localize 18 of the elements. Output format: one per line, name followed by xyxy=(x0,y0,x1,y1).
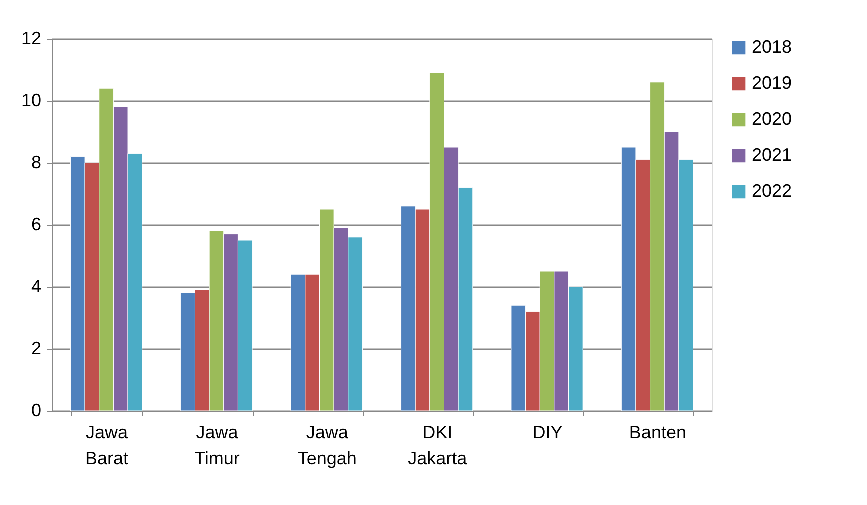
x-tick-label: Jawa Barat xyxy=(86,422,130,468)
y-tick-label: 4 xyxy=(31,276,42,296)
y-tick-label: 8 xyxy=(31,152,42,172)
legend-label: 2021 xyxy=(752,145,792,165)
legend-label: 2022 xyxy=(752,181,792,201)
y-tick-label: 2 xyxy=(31,338,42,358)
y-tick-label: 6 xyxy=(31,214,42,234)
x-tick-label: Jawa Tengah xyxy=(298,422,357,468)
y-tick-label: 0 xyxy=(31,400,42,420)
legend-label: 2018 xyxy=(752,37,792,57)
x-tick-label: Banten xyxy=(629,422,686,442)
legend-label: 2019 xyxy=(752,73,792,93)
x-tick-label: Jawa Timur xyxy=(194,422,240,468)
x-tick-label: DIY xyxy=(532,422,563,442)
y-tick-label: 10 xyxy=(21,90,42,110)
legend-label: 2020 xyxy=(752,109,792,129)
x-tick-label: DKI Jakarta xyxy=(408,422,468,468)
y-tick-label: 12 xyxy=(21,28,42,48)
